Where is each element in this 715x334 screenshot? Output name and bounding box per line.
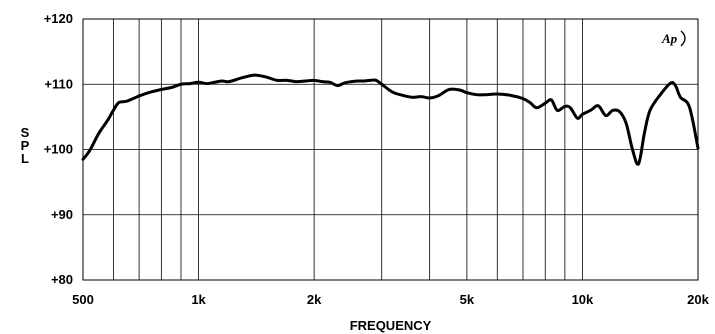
x-axis-label: FREQUENCY — [350, 318, 432, 333]
y-tick-label: +90 — [51, 207, 73, 222]
x-tick-label: 5k — [460, 292, 475, 307]
y-tick-label: +80 — [51, 272, 73, 287]
y-tick-label: +120 — [44, 11, 73, 26]
grid-lines — [83, 18, 698, 281]
ap-logo-text: Ap — [661, 31, 678, 46]
x-tick-label: 1k — [191, 292, 206, 307]
y-axis-label: SPL — [21, 125, 30, 166]
ap-logo: Ap — [661, 30, 686, 47]
series-layer — [81, 73, 700, 166]
y-axis-label-letter: P — [21, 138, 30, 153]
spl-series-line — [81, 73, 700, 166]
x-tick-label: 500 — [72, 292, 94, 307]
x-tick-label: 20k — [687, 292, 709, 307]
y-tick-label: +100 — [44, 142, 73, 157]
ap-logo-swoosh — [680, 30, 686, 47]
y-tick-labels: +120 +110 +100 +90 +80 — [44, 11, 73, 287]
y-axis-label-letter: L — [21, 151, 29, 166]
x-tick-labels: 500 1k 2k 5k 10k 20k — [72, 292, 709, 307]
y-axis-label-letter: S — [21, 125, 30, 140]
x-tick-label: 2k — [307, 292, 322, 307]
x-tick-label: 10k — [572, 292, 594, 307]
y-tick-label: +110 — [44, 76, 73, 91]
